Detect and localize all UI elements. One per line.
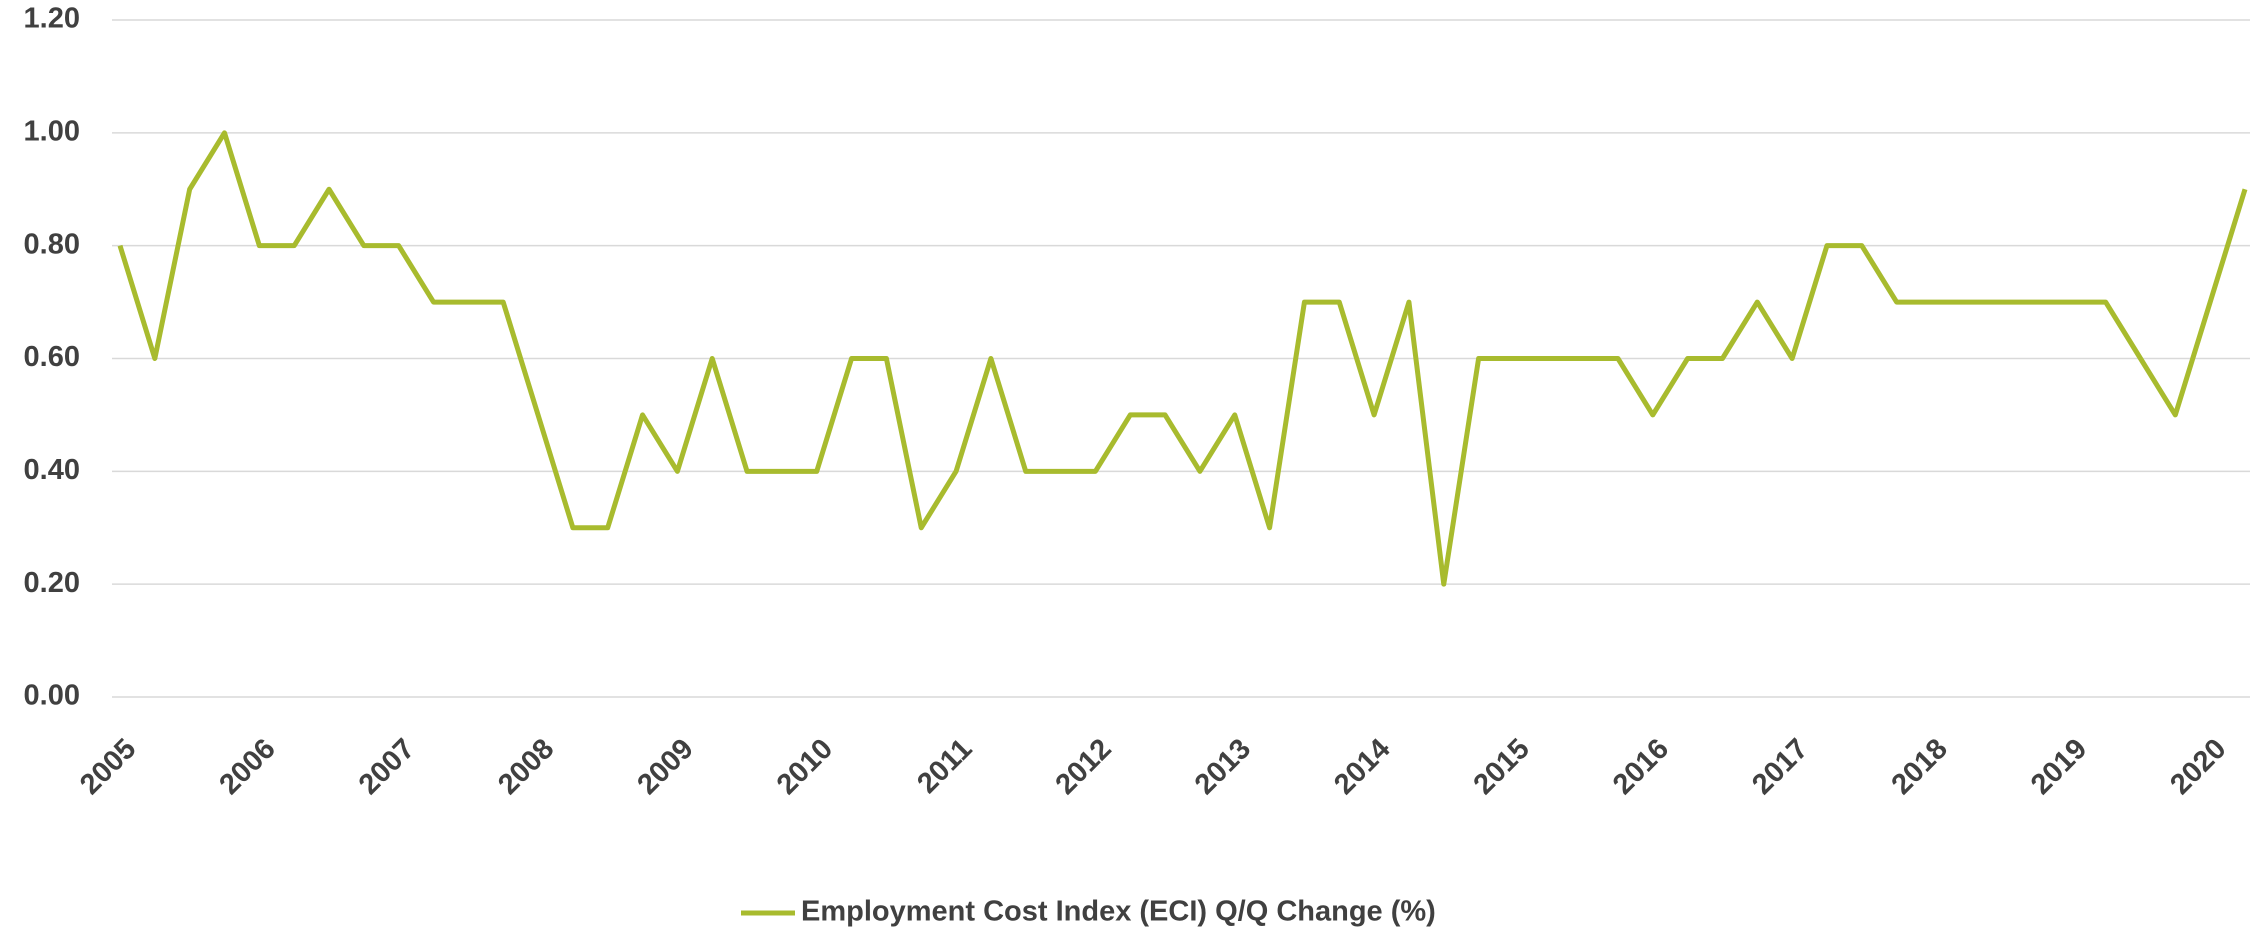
x-tick-label: 2015 (1468, 733, 1536, 801)
x-tick-label: 2018 (1886, 733, 1954, 801)
x-tick-label: 2008 (492, 733, 560, 801)
x-tick-label: 2017 (1746, 733, 1814, 801)
x-tick-label: 2013 (1189, 733, 1257, 801)
x-tick-label: 2016 (1607, 733, 1675, 801)
y-tick-label: 0.00 (24, 680, 80, 712)
y-tick-label: 0.80 (24, 228, 80, 260)
x-tick-label: 2014 (1328, 733, 1396, 801)
y-tick-label: 1.00 (24, 115, 80, 147)
x-tick-label: 2011 (911, 733, 978, 800)
legend-label: Employment Cost Index (ECI) Q/Q Change (… (801, 896, 1436, 928)
x-tick-label: 2007 (353, 733, 421, 801)
x-tick-label: 2005 (74, 733, 142, 801)
x-tick-label: 2010 (771, 733, 839, 801)
x-tick-label: 2012 (1050, 733, 1118, 801)
y-tick-label: 0.60 (24, 341, 80, 373)
y-tick-label: 0.20 (24, 567, 80, 599)
y-tick-label: 0.40 (24, 454, 80, 486)
x-tick-label: 2020 (2164, 733, 2232, 801)
y-tick-label: 1.20 (24, 3, 80, 35)
x-tick-label: 2009 (631, 733, 699, 801)
x-tick-label: 2006 (213, 733, 281, 801)
line-series (117, 130, 2248, 587)
x-tick-label: 2019 (2025, 733, 2093, 801)
